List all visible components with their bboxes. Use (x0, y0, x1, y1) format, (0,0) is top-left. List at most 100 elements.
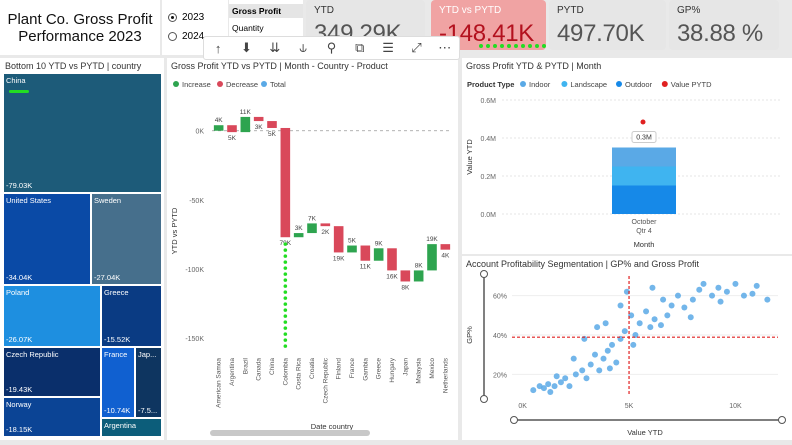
y-tick-label: -50K (189, 198, 204, 205)
stacked-segment (612, 147, 676, 167)
treemap-tile[interactable]: United States -34.04K (3, 193, 91, 285)
treemap-tile[interactable]: Argentina (101, 418, 162, 437)
legend-label: Value PYTD (671, 80, 712, 89)
scatter-point (657, 322, 664, 329)
x-tick-label: China (269, 358, 276, 375)
legend-marker (520, 81, 526, 87)
stacked-segment (612, 185, 676, 214)
scatter-point (602, 320, 609, 327)
horizontal-scrollbar[interactable] (210, 430, 370, 436)
more-options-icon[interactable]: ⋯ (438, 40, 452, 55)
year-slicer: 2023 2024 (162, 0, 228, 55)
pin-icon[interactable]: ⚲ (326, 40, 337, 55)
treemap-tile-name: Jap... (138, 350, 157, 359)
legend-label: Increase (182, 80, 211, 89)
total-label-box (631, 131, 657, 143)
bar-data-label: 19K (426, 236, 438, 243)
radio-unselected-icon[interactable] (168, 32, 177, 41)
x-tick-label: Croatia (309, 358, 316, 379)
report-title-line1: Plant Co. Gross Profit (7, 10, 153, 28)
waterfall-bar (293, 233, 304, 238)
selection-dot (535, 44, 539, 48)
x-tick-label: American Samoa (216, 358, 223, 408)
legend-title: Product Type (467, 80, 514, 89)
treemap-tile[interactable]: Jap... -7.5... (135, 347, 162, 418)
treemap-tile-name: France (104, 350, 128, 359)
treemap-title: Bottom 10 YTD vs PYTD | country (5, 61, 142, 71)
treemap-tile[interactable]: Sweden -27.04K (91, 193, 162, 285)
treemap-tile[interactable]: France -10.74K (101, 347, 135, 418)
scatter-point (547, 389, 554, 396)
scatter-point (562, 375, 569, 382)
waterfall-bar (267, 121, 277, 128)
bar-data-label: 16K (386, 273, 398, 280)
scatter-point (700, 280, 707, 287)
selection-dot (283, 338, 288, 342)
x-tick-label: Mexico (429, 358, 436, 379)
treemap-tile-value: -19.43K (6, 385, 33, 394)
year-option-2023[interactable]: 2023 (168, 12, 204, 23)
y-tick-label: 0K (195, 129, 204, 136)
waterfall-bar (320, 223, 331, 227)
x-tick-label: Brazil (242, 357, 249, 374)
selection-dot (283, 290, 288, 294)
x-axis-label: Date country (311, 422, 354, 431)
treemap-tile-name: Czech Republic (6, 350, 59, 359)
bar-data-label: 19K (333, 255, 345, 262)
expand-hierarchy-icon[interactable]: ⫝ (299, 40, 307, 55)
drill-down-icon[interactable]: ⬇ (241, 40, 252, 55)
report-title: Plant Co. Gross Profit Performance 2023 (0, 0, 160, 55)
scatter-point (617, 302, 624, 309)
treemap-tile[interactable]: China -79.03K (3, 73, 162, 193)
kpi-value: 497.70K (557, 20, 645, 47)
selection-dot (486, 44, 490, 48)
scatter-point (557, 379, 564, 386)
product-column-chart: Product Type Indoor Landscape Outdoor Value … (465, 80, 782, 249)
waterfall-panel (167, 58, 458, 440)
scatter-point (687, 314, 694, 321)
selection-dot (283, 254, 288, 258)
highlight-underline (9, 90, 29, 93)
scatter-point (732, 280, 739, 287)
x-tick-label: Colombia (282, 358, 289, 386)
legend-marker (217, 81, 223, 87)
selection-dot (528, 44, 532, 48)
scatter-point (545, 381, 552, 388)
kpi-label: YTD vs PYTD (439, 5, 502, 16)
bar-data-label: 4K (441, 253, 450, 260)
legend-marker (261, 81, 267, 87)
selection-dot (283, 326, 288, 330)
bar-data-label: 11K (360, 264, 372, 271)
scatter-point (723, 288, 730, 295)
arrow-up-icon[interactable]: ↑ (214, 40, 222, 56)
y-tick-label: 0.2M (480, 174, 496, 181)
measure-option-quantity[interactable]: Quantity (232, 23, 264, 33)
copy-icon[interactable]: ⧉ (355, 40, 365, 55)
treemap-tile[interactable]: Norway -18.15K (3, 397, 101, 437)
scatter-point (583, 375, 590, 382)
bar-data-label: 2K (321, 229, 330, 236)
waterfall-bar (240, 116, 251, 133)
measure-option-selected[interactable]: Gross Profit (229, 4, 303, 18)
treemap-tile[interactable]: Poland -26.07K (3, 285, 101, 347)
pytd-marker (640, 119, 646, 125)
selection-dot (493, 44, 497, 48)
treemap-tile-name: China (6, 76, 26, 85)
selection-dot (283, 314, 288, 318)
double-arrow-down-icon[interactable]: ⇊ (269, 40, 281, 55)
scatter-point (643, 308, 650, 315)
waterfall-bar (387, 248, 397, 271)
year-option-2024[interactable]: 2024 (168, 31, 204, 42)
treemap-tile[interactable]: Czech Republic -19.43K (3, 347, 101, 397)
focus-mode-icon[interactable]: ⤢ (411, 40, 422, 55)
treemap-tile-value: -34.04K (6, 273, 33, 282)
filter-icon[interactable]: ☰ (382, 40, 394, 55)
x-axis-label: Month (634, 240, 655, 249)
treemap-tile[interactable]: Greece -15.52K (101, 285, 162, 347)
kpi-value: 38.88 % (677, 20, 763, 47)
bar-data-label: 7K (308, 215, 317, 222)
scatter-point (717, 298, 724, 305)
scatter-point (591, 351, 598, 358)
radio-selected-icon[interactable] (168, 13, 177, 22)
scatter-point (613, 359, 620, 366)
